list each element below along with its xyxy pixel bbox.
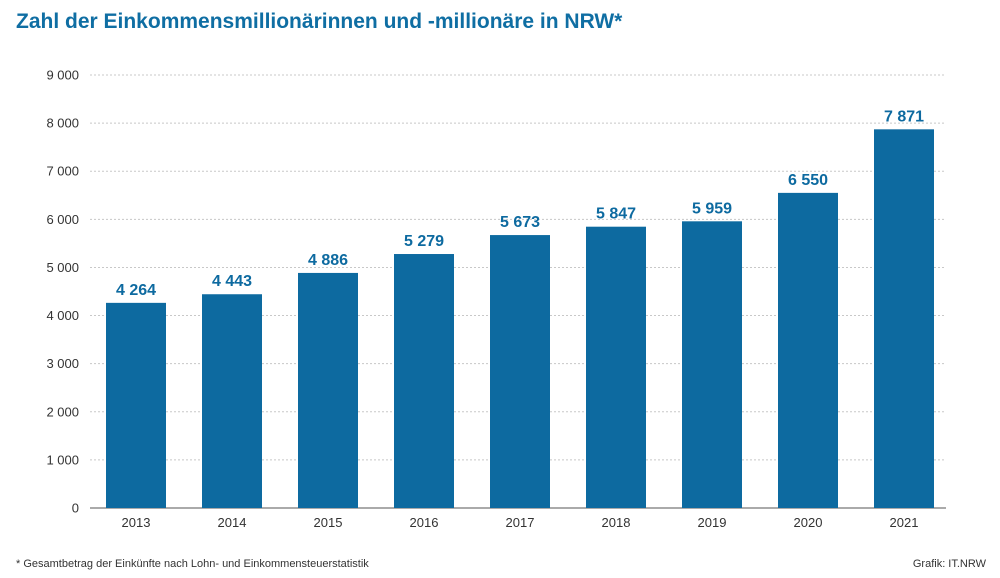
footnote: * Gesamtbetrag der Einkünfte nach Lohn- … <box>16 558 369 570</box>
y-tick-label: 5 000 <box>46 260 79 275</box>
bar-value-label: 4 264 <box>116 282 156 299</box>
y-tick-label: 1 000 <box>46 452 79 467</box>
bar <box>106 302 166 508</box>
bar-value-label: 4 886 <box>308 252 348 269</box>
x-axis-ticks: 2013 2014 2015 2016 2017 2018 2019 2020 2021 <box>122 515 919 530</box>
x-tick-label: 2013 <box>122 515 151 530</box>
chart-title: Zahl der Einkommensmillionärinnen und -m… <box>16 10 623 33</box>
x-tick-label: 2021 <box>890 515 919 530</box>
y-tick-label: 8 000 <box>46 116 79 131</box>
x-tick-label: 2020 <box>794 515 823 530</box>
value-labels: 4 264 4 443 4 886 5 279 5 673 5 847 5 959 6 550… <box>116 108 924 299</box>
bar-value-label: 5 959 <box>692 200 732 217</box>
x-tick-label: 2017 <box>506 515 535 530</box>
bar <box>298 272 358 508</box>
bars <box>106 129 934 508</box>
bar-value-label: 5 279 <box>404 233 444 250</box>
y-tick-label: 0 <box>72 501 79 516</box>
bar-value-label: 4 443 <box>212 273 252 290</box>
y-tick-label: 6 000 <box>46 212 79 227</box>
bar <box>778 192 838 508</box>
y-tick-label: 7 000 <box>46 164 79 179</box>
y-tick-label: 2 000 <box>46 404 79 419</box>
x-tick-label: 2019 <box>698 515 727 530</box>
bar-value-label: 5 847 <box>596 206 636 223</box>
y-axis-ticks: 0 1 000 2 000 3 000 4 000 5 000 6 000 7 000 8 00… <box>46 68 79 516</box>
x-tick-label: 2018 <box>602 515 631 530</box>
source-credit: Grafik: IT.NRW <box>912 558 986 570</box>
x-tick-label: 2014 <box>218 515 247 530</box>
x-tick-label: 2015 <box>314 515 343 530</box>
bar-value-label: 5 673 <box>500 214 540 231</box>
y-tick-label: 3 000 <box>46 356 79 371</box>
bar-value-label: 7 871 <box>884 108 924 125</box>
bar <box>202 294 262 508</box>
bar <box>394 254 454 508</box>
y-tick-label: 9 000 <box>46 68 79 83</box>
x-tick-label: 2016 <box>410 515 439 530</box>
bar <box>490 235 550 508</box>
bar <box>682 221 742 508</box>
bar <box>586 226 646 508</box>
bar-value-label: 6 550 <box>788 172 828 189</box>
bar <box>874 129 934 508</box>
y-tick-label: 4 000 <box>46 308 79 323</box>
